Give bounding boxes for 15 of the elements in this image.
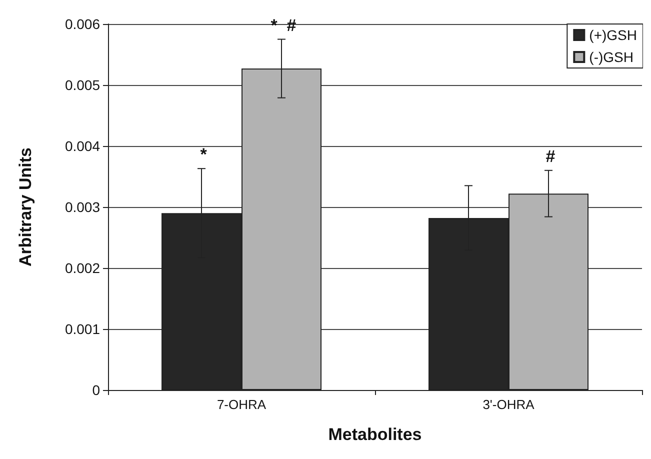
x-tick-label: 7-OHRA (216, 397, 266, 412)
y-tick-label: 0.006 (64, 16, 100, 32)
y-tick-label: 0.001 (64, 321, 100, 337)
y-axis-title: Arbitrary Units (16, 147, 35, 267)
y-tick-label: 0.005 (64, 77, 100, 93)
y-tick-label: 0.004 (64, 138, 100, 154)
legend-label: (-)GSH (589, 49, 634, 65)
y-tick-label: 0 (92, 382, 100, 398)
x-axis-title: Metabolites (328, 425, 422, 444)
y-tick-label: 0.002 (64, 260, 100, 276)
data-label: * (200, 145, 208, 164)
legend-label: (+)GSH (589, 27, 638, 43)
x-tick-label: 3'-OHRA (482, 397, 535, 412)
y-tick-label: 0.003 (64, 199, 100, 215)
data-label: # (546, 146, 556, 166)
